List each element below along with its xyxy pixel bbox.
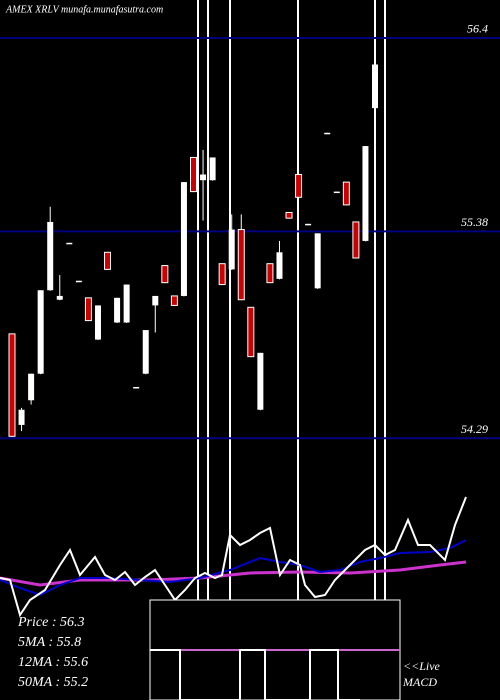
indicator-label: Price : 56.3 bbox=[17, 615, 84, 630]
candle-body bbox=[237, 229, 245, 301]
y-tick-label: 56.4 bbox=[467, 22, 488, 36]
candle-body bbox=[247, 306, 255, 358]
candle-body bbox=[84, 297, 92, 322]
indicator-lines bbox=[0, 496, 467, 618]
candle-body bbox=[170, 295, 178, 306]
candle-body bbox=[333, 191, 340, 194]
y-tick-label: 54.29 bbox=[461, 422, 488, 436]
candle-body bbox=[295, 174, 303, 198]
candle-body bbox=[152, 295, 159, 306]
indicator-label: 50MA : 55.2 bbox=[18, 675, 88, 690]
candle-body bbox=[94, 305, 101, 340]
candle-body bbox=[285, 211, 293, 219]
candle-body bbox=[209, 157, 216, 181]
candle-body bbox=[200, 174, 207, 181]
candle-body bbox=[276, 252, 283, 279]
candle-body bbox=[372, 64, 378, 109]
candle-body bbox=[161, 265, 169, 284]
candle-body bbox=[114, 297, 121, 323]
candle-body bbox=[37, 290, 44, 374]
y-tick-label: 55.38 bbox=[461, 215, 488, 229]
candle-body bbox=[342, 181, 350, 206]
candle-body bbox=[305, 223, 312, 226]
candle-body bbox=[123, 284, 130, 323]
candle-body bbox=[56, 295, 63, 300]
candle-body bbox=[47, 221, 54, 291]
candle-body bbox=[180, 182, 187, 296]
candle-body bbox=[75, 280, 82, 283]
candle-body bbox=[352, 221, 360, 259]
indicator-label: 12MA : 55.6 bbox=[18, 655, 88, 670]
indicator-label: 5MA : 55.8 bbox=[18, 635, 81, 650]
candle-body bbox=[266, 263, 274, 284]
candle-body bbox=[362, 146, 369, 241]
candle-body bbox=[190, 156, 197, 193]
candle-body bbox=[28, 373, 35, 401]
candle-body bbox=[133, 386, 140, 389]
candle-body bbox=[228, 229, 235, 270]
candle-body bbox=[324, 132, 331, 135]
chart-title: AMEX XRLV munafa.munafasutra.com bbox=[5, 4, 163, 15]
candle-body bbox=[18, 409, 25, 425]
candle-body bbox=[314, 233, 321, 289]
candle-body bbox=[66, 242, 73, 245]
candle-body bbox=[257, 352, 264, 410]
candle-body bbox=[8, 333, 16, 437]
macd-box bbox=[149, 599, 401, 700]
separators bbox=[197, 0, 386, 700]
candle-body bbox=[218, 263, 226, 286]
macd-label: MACD bbox=[402, 675, 437, 689]
macd-label: <<Live bbox=[403, 659, 441, 673]
candle-body bbox=[104, 251, 112, 270]
candle-body bbox=[142, 330, 149, 374]
